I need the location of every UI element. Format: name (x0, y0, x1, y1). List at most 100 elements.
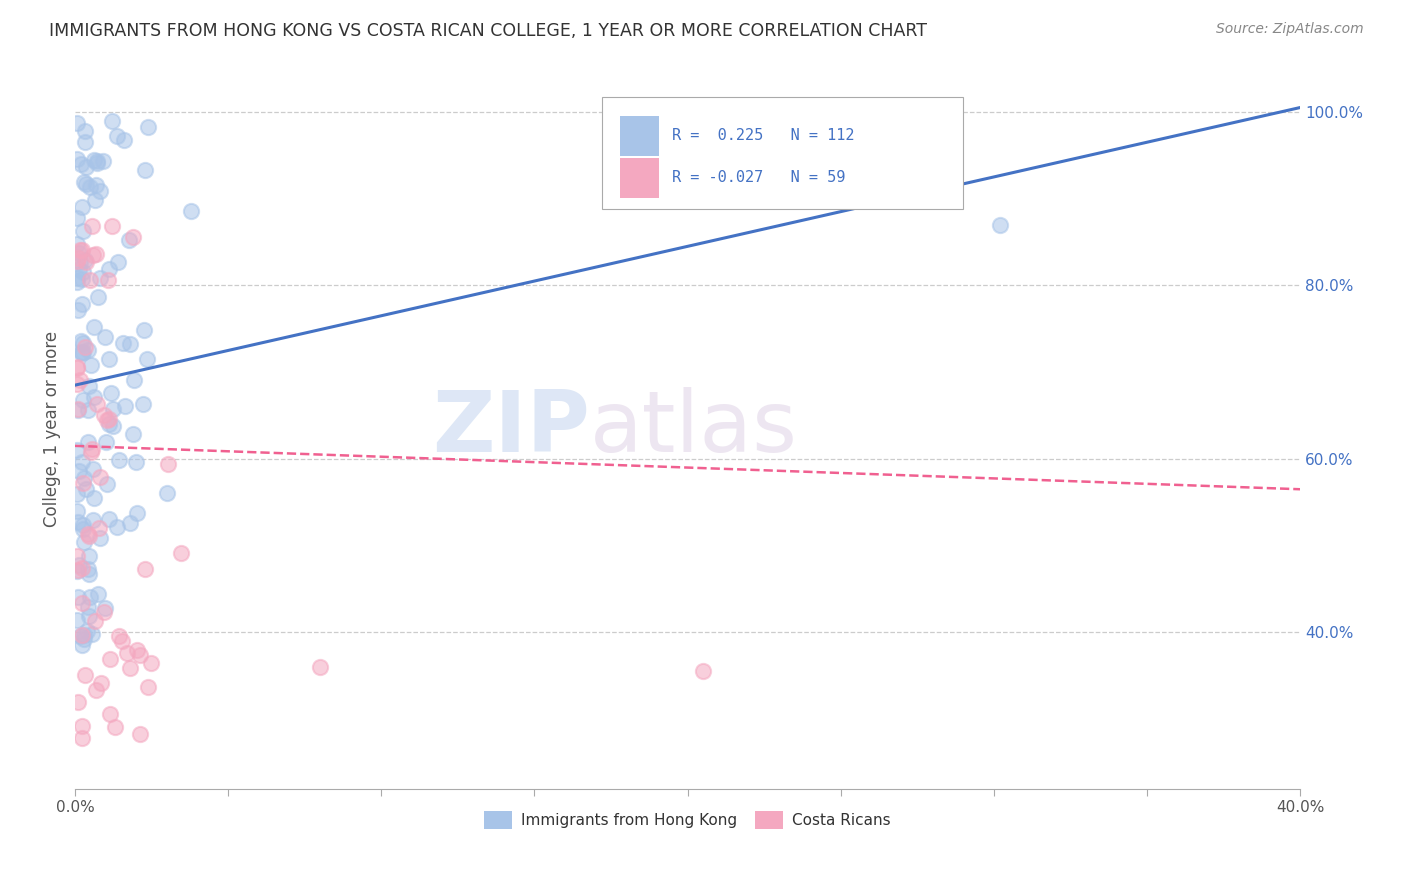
Point (86, 155, 108, 169)
Point (66, 251, 89, 265)
Point (86, 290, 108, 304)
Point (65, 486, 87, 500)
Point (101, 419, 124, 434)
Point (67, 262, 90, 277)
Point (72, 345, 94, 359)
Point (73, 534, 96, 549)
Point (80, 442, 103, 456)
Point (132, 323, 155, 337)
Point (139, 657, 162, 671)
Point (111, 335, 134, 350)
Point (79, 180, 101, 194)
FancyBboxPatch shape (602, 97, 963, 209)
Point (157, 457, 180, 471)
Point (129, 726, 152, 740)
Point (84, 193, 107, 207)
Point (89, 270, 111, 285)
Point (72, 393, 94, 408)
Point (107, 129, 129, 144)
Point (988, 218, 1011, 232)
Text: ZIP: ZIP (432, 387, 589, 470)
Point (156, 486, 179, 500)
Point (107, 255, 129, 269)
Text: IMMIGRANTS FROM HONG KONG VS COSTA RICAN COLLEGE, 1 YEAR OR MORE CORRELATION CHA: IMMIGRANTS FROM HONG KONG VS COSTA RICAN… (49, 22, 927, 40)
Point (87, 587, 110, 601)
Point (94, 330, 117, 344)
Point (98, 512, 121, 526)
Point (86, 397, 108, 411)
Point (83, 390, 105, 404)
Point (72, 628, 94, 642)
Point (79, 549, 101, 563)
Point (73, 632, 96, 646)
Point (108, 629, 131, 643)
Point (79, 608, 101, 623)
Point (65, 253, 87, 268)
Point (79, 445, 101, 459)
Point (136, 120, 159, 134)
Point (72, 522, 94, 536)
Point (72, 346, 94, 360)
Point (104, 720, 127, 734)
Point (73, 253, 96, 268)
Point (69, 254, 91, 268)
Point (87, 520, 110, 534)
Point (84, 247, 107, 261)
Point (80, 219, 103, 234)
Point (94, 435, 117, 450)
Point (72, 265, 94, 279)
Point (72, 518, 94, 533)
Point (105, 520, 128, 534)
Point (125, 455, 148, 469)
Point (72, 297, 94, 311)
Point (77, 567, 100, 582)
Point (134, 562, 156, 576)
Point (70, 334, 93, 348)
Point (82, 626, 104, 640)
Point (80, 359, 103, 373)
Point (84, 682, 107, 697)
Point (72, 455, 94, 469)
Point (100, 386, 122, 401)
Point (101, 401, 124, 416)
Point (114, 399, 136, 413)
Point (65, 153, 87, 167)
Point (98, 417, 121, 431)
Point (73, 471, 96, 485)
Point (98, 652, 121, 666)
Point (72, 475, 94, 490)
Point (136, 351, 159, 366)
Point (65, 361, 87, 376)
Point (309, 660, 332, 674)
Point (66, 562, 89, 576)
Point (82, 461, 104, 475)
Point (83, 491, 105, 505)
Point (70, 719, 93, 733)
FancyBboxPatch shape (620, 158, 659, 198)
Point (65, 549, 87, 563)
Point (70, 731, 93, 746)
Point (111, 634, 134, 648)
Point (121, 427, 143, 442)
Point (94, 600, 117, 615)
Point (75, 161, 97, 175)
Point (75, 340, 97, 354)
Point (65, 116, 87, 130)
Point (127, 643, 149, 657)
Point (93, 605, 115, 619)
Point (75, 178, 97, 192)
Point (70, 628, 93, 642)
Point (128, 648, 150, 662)
Point (90, 676, 112, 690)
Point (76, 403, 98, 417)
Text: Source: ZipAtlas.com: Source: ZipAtlas.com (1216, 22, 1364, 37)
Point (101, 114, 124, 128)
Point (70, 345, 93, 359)
Point (83, 153, 105, 167)
Point (67, 402, 90, 417)
Point (66, 302, 89, 317)
Point (67, 246, 90, 260)
FancyBboxPatch shape (620, 116, 659, 156)
Point (170, 546, 193, 560)
Point (77, 379, 100, 393)
